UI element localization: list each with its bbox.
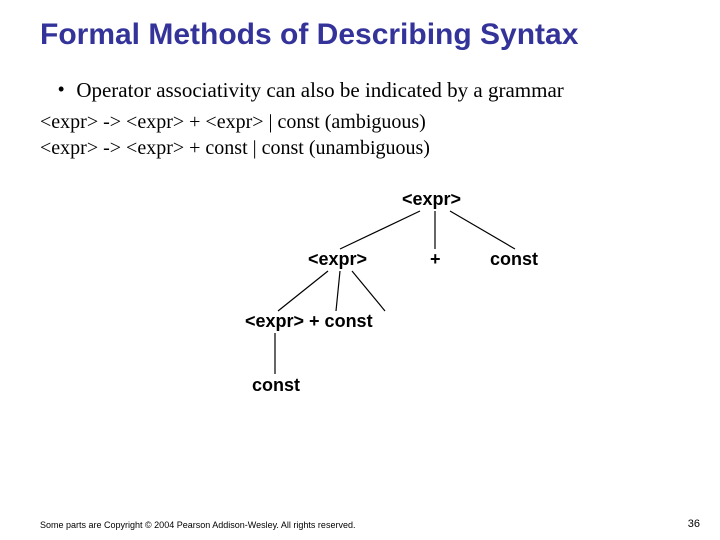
page-number: 36 bbox=[688, 518, 700, 530]
tree-l1-right: const bbox=[490, 249, 538, 270]
copyright-footer: Some parts are Copyright © 2004 Pearson … bbox=[40, 520, 355, 530]
tree-edges bbox=[40, 189, 720, 419]
parse-tree: <expr> <expr> + const <expr> + const con… bbox=[40, 189, 680, 419]
tree-l2: <expr> + const bbox=[245, 311, 373, 332]
grammar-line-1: <expr> -> <expr> + <expr> | const (ambig… bbox=[40, 109, 680, 135]
tree-root: <expr> bbox=[402, 189, 461, 210]
tree-l1-left: <expr> bbox=[308, 249, 367, 270]
tree-l1-mid: + bbox=[430, 249, 441, 270]
slide-title: Formal Methods of Describing Syntax bbox=[40, 18, 680, 53]
tree-l3: const bbox=[252, 375, 300, 396]
bullet-marker: • bbox=[58, 79, 64, 100]
bullet-item: • Operator associativity can also be ind… bbox=[58, 77, 680, 103]
grammar-line-2: <expr> -> <expr> + const | const (unambi… bbox=[40, 135, 680, 161]
bullet-text: Operator associativity can also be indic… bbox=[76, 77, 563, 103]
